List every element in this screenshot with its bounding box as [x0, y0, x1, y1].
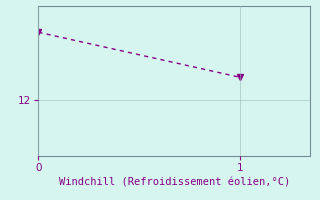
- X-axis label: Windchill (Refroidissement éolien,°C): Windchill (Refroidissement éolien,°C): [59, 177, 290, 187]
